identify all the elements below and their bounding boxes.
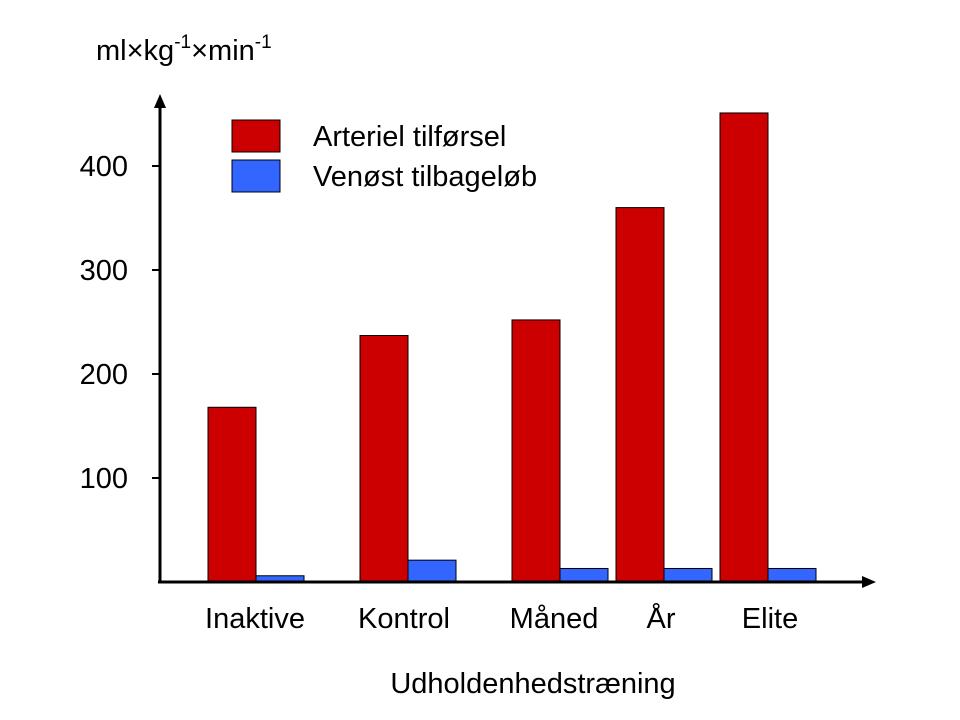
y-tick-label: 200 (80, 359, 128, 391)
bar-venous-2 (559, 567, 609, 583)
x-axis-title: Udholdenhedstræning (390, 668, 675, 700)
bar-arterial-4 (719, 112, 769, 583)
y-tick-label: 100 (80, 463, 128, 495)
category-label: Måned (510, 603, 599, 635)
category-labels-group: Inaktive Kontrol Måned År Elite (205, 602, 798, 635)
legend-label-arterial: Arteriel tilførsel (313, 121, 506, 153)
legend-swatch-arterial (231, 119, 281, 153)
y-tick-label: 300 (80, 255, 128, 287)
legend-swatch-venous (231, 159, 281, 193)
category-label: Inaktive (205, 603, 305, 635)
legend-label-venous: Venøst tilbageløb (313, 161, 537, 193)
bar-arterial-1 (359, 335, 409, 583)
y-axis-title: ml×kg-1×min-1 (96, 32, 272, 67)
bars-group (207, 112, 817, 583)
legend: Arteriel tilførsel Venøst tilbageløb (231, 119, 537, 193)
category-label: År (647, 602, 676, 635)
y-ticks-group: 100 200 300 400 (80, 151, 160, 495)
category-label: Kontrol (358, 603, 450, 635)
y-tick-label: 400 (80, 151, 128, 183)
bar-arterial-0 (207, 406, 257, 583)
bar-venous-1 (407, 559, 457, 583)
bar-arterial-2 (511, 319, 561, 583)
bar-venous-4 (767, 567, 817, 583)
y-axis (154, 94, 166, 582)
x-axis (158, 576, 876, 588)
bar-venous-3 (663, 567, 713, 583)
category-label: Elite (742, 603, 798, 635)
bar-arterial-3 (615, 207, 665, 583)
